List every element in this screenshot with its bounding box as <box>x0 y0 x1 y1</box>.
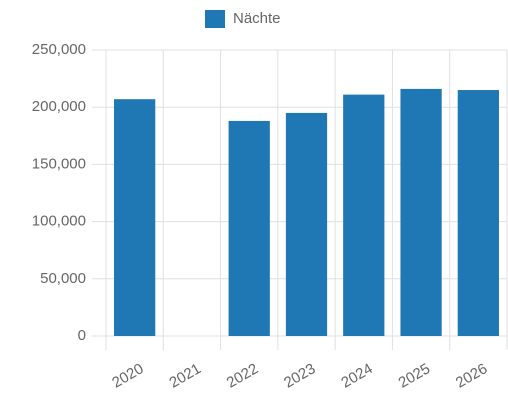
x-tick-label: 2024 <box>338 360 375 391</box>
bar <box>228 120 270 336</box>
legend-label: Nächte <box>233 10 281 27</box>
y-tick-label: 250,000 <box>32 41 86 58</box>
y-tick-label: 0 <box>78 327 86 344</box>
bar <box>114 99 156 336</box>
x-tick-label: 2025 <box>396 360 433 391</box>
bar <box>343 94 385 336</box>
y-tick-label: 150,000 <box>32 155 86 172</box>
x-tick-label: 2023 <box>281 360 318 391</box>
x-tick-label: 2020 <box>109 360 146 391</box>
bar <box>457 90 499 336</box>
legend-swatch <box>205 10 225 28</box>
x-tick-label: 2021 <box>167 360 204 391</box>
y-tick-label: 200,000 <box>32 98 86 115</box>
bar <box>400 88 442 337</box>
y-tick-label: 100,000 <box>32 213 86 230</box>
x-tick-label: 2026 <box>453 360 490 391</box>
x-tick-label: 2022 <box>224 360 261 391</box>
bar <box>285 112 328 336</box>
y-tick-label: 50,000 <box>40 270 86 287</box>
